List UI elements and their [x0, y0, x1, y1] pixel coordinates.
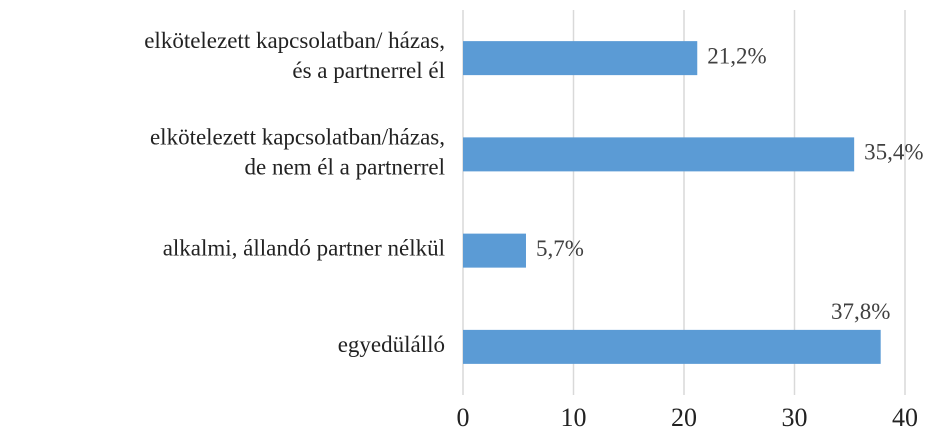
x-tick-label: 40: [892, 403, 918, 432]
x-tick-label: 30: [782, 403, 808, 432]
label-line: elkötelezett kapcsolatban/házas,: [150, 125, 445, 150]
value-label: 21,2%: [707, 43, 766, 68]
label-line: elkötelezett kapcsolatban/ házas,: [144, 28, 445, 53]
bar: [463, 233, 526, 268]
x-tick-label: 0: [457, 403, 470, 432]
y-tick-label: elkötelezett kapcsolatban/házas, de nem é…: [150, 125, 445, 180]
y-tick-label: egyedülálló: [338, 332, 445, 357]
value-label: 5,7%: [536, 236, 584, 261]
bar: [463, 41, 698, 76]
bar: [463, 329, 881, 364]
value-label: 35,4%: [864, 140, 923, 165]
x-tick-label: 10: [561, 403, 587, 432]
value-label: 37,8%: [831, 299, 890, 324]
bar: [463, 137, 855, 172]
label-line: de nem él a partnerrel: [245, 155, 446, 180]
x-tick-label: 20: [671, 403, 697, 432]
y-tick-label: alkalmi, állandó partner nélkül: [163, 236, 445, 261]
label-line: és a partnerrel él: [292, 58, 445, 83]
y-tick-label: elkötelezett kapcsolatban/ házas, és a pa…: [144, 28, 445, 83]
label-line: alkalmi, állandó partner nélkül: [163, 236, 445, 261]
label-line: egyedülálló: [338, 332, 445, 357]
